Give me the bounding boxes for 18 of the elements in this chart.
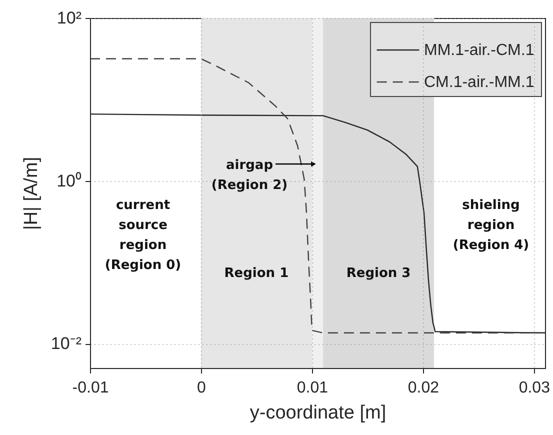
legend-label: CM.1-air.-MM.1 bbox=[424, 74, 534, 91]
annotation: current source region (Region 0) bbox=[104, 198, 182, 273]
x-tick-label: 0.02 bbox=[408, 380, 440, 396]
x-tick-label: -0.01 bbox=[72, 380, 109, 396]
x-tick-label: 0 bbox=[197, 380, 206, 396]
y-tick-label: 10⁻² bbox=[50, 334, 82, 354]
line-series bbox=[89, 58, 546, 334]
y-tick-label: 10⁰ bbox=[56, 171, 82, 190]
band-label: Region 1 bbox=[224, 266, 289, 281]
x-axis-title: y-coordinate [m] bbox=[250, 402, 386, 424]
band-label: Region 3 bbox=[346, 266, 411, 281]
x-tick-label: 0.03 bbox=[518, 380, 550, 396]
y-tick-label: 10² bbox=[56, 8, 82, 28]
x-tick-label: 0.01 bbox=[296, 380, 328, 396]
y-axis-title: |H| [A/m] bbox=[20, 156, 42, 230]
legend-label: MM.1-air.-CM.1 bbox=[424, 42, 534, 59]
band-label: airgap (Region 2) bbox=[211, 158, 288, 193]
annotation: shieling region (Region 4) bbox=[452, 198, 530, 253]
